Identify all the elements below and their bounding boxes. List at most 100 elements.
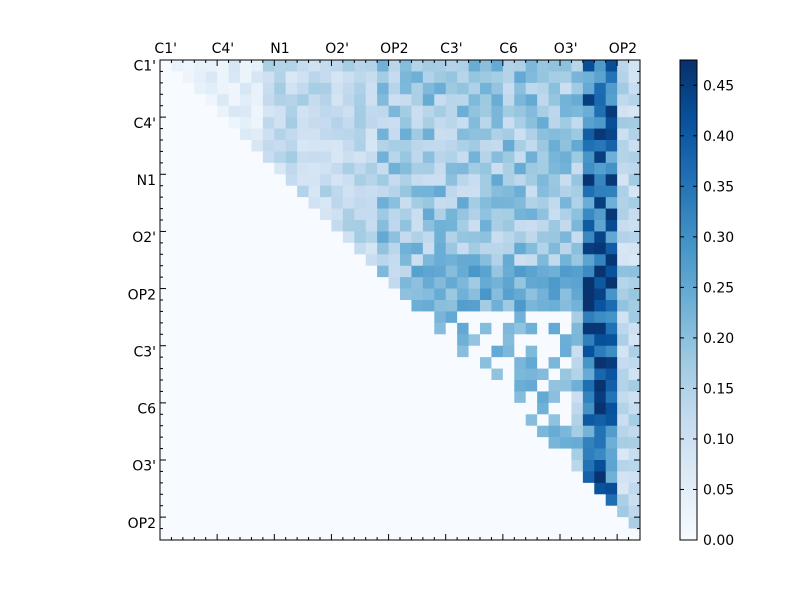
heatmap-cell	[182, 505, 195, 518]
heatmap-cell	[400, 380, 412, 392]
heatmap-cell	[548, 242, 561, 255]
heatmap-cell	[457, 300, 469, 312]
heatmap-cell	[285, 71, 298, 84]
heatmap-cell	[274, 277, 287, 289]
heatmap-cell	[480, 105, 492, 118]
heatmap-cell	[411, 197, 424, 209]
heatmap-cell	[228, 242, 241, 255]
heatmap-cell	[582, 117, 595, 129]
heatmap-cell	[480, 220, 492, 232]
heatmap-cell	[548, 265, 561, 278]
heatmap-cell	[594, 391, 607, 404]
heatmap-cell	[422, 60, 435, 72]
heatmap-cell	[342, 334, 355, 347]
heatmap-cell	[422, 334, 435, 347]
heatmap-cell	[182, 162, 195, 175]
heatmap-cell	[205, 277, 218, 289]
heatmap-cell	[560, 94, 572, 107]
heatmap-cell	[160, 482, 172, 495]
heatmap-cell	[422, 517, 435, 529]
heatmap-cell	[285, 380, 298, 392]
heatmap-cell	[422, 322, 435, 335]
heatmap-cell	[240, 517, 252, 529]
heatmap-cell	[320, 448, 332, 461]
heatmap-cell	[377, 220, 389, 232]
heatmap-cell	[594, 105, 607, 118]
heatmap-cell	[251, 94, 264, 107]
colorbar: 0.000.050.100.150.200.250.300.350.400.45	[679, 59, 734, 549]
heatmap-cell	[514, 185, 527, 198]
heatmap-cell	[525, 357, 538, 369]
heatmap-cell	[411, 425, 424, 438]
heatmap-cell	[285, 117, 298, 129]
heatmap-cell	[228, 117, 241, 129]
heatmap-cell	[262, 414, 275, 427]
heatmap-cell	[308, 357, 321, 369]
heatmap-cell	[468, 105, 481, 118]
heatmap-cell	[571, 94, 584, 107]
heatmap-cell	[605, 197, 618, 209]
heatmap-cell	[365, 277, 378, 289]
heatmap-cell	[571, 425, 584, 438]
heatmap-cell	[491, 288, 504, 301]
heatmap-cell	[217, 471, 229, 484]
heatmap-cell	[411, 82, 424, 95]
heatmap-cell	[365, 517, 378, 529]
heatmap-cell	[548, 105, 561, 118]
heatmap-cell	[525, 151, 538, 164]
heatmap-cell	[217, 60, 229, 72]
heatmap-cell	[628, 528, 641, 541]
heatmap-cell	[308, 322, 321, 335]
heatmap-cell	[617, 322, 629, 335]
heatmap-cell	[160, 528, 172, 541]
heatmap-cell	[400, 288, 412, 301]
heatmap-cell	[628, 471, 641, 484]
y-tick-label: C1'	[133, 59, 156, 75]
heatmap-cell	[217, 505, 229, 518]
heatmap-cell	[377, 140, 389, 152]
heatmap-cell	[434, 220, 447, 232]
heatmap-cell	[297, 437, 309, 449]
heatmap-cell	[400, 242, 412, 255]
heatmap-cell	[262, 345, 275, 358]
heatmap-cell	[331, 208, 344, 221]
heatmap-cell	[537, 322, 549, 335]
heatmap-cell	[422, 94, 435, 107]
heatmap-cell	[537, 380, 549, 392]
heatmap-cell	[468, 94, 481, 107]
heatmap-cell	[262, 254, 275, 267]
heatmap-cell	[457, 174, 469, 187]
heatmap-cell	[240, 140, 252, 152]
heatmap-cell	[582, 60, 595, 72]
heatmap-cell	[628, 254, 641, 267]
heatmap-cell	[548, 345, 561, 358]
heatmap-cell	[605, 208, 618, 221]
heatmap-cell	[194, 311, 207, 324]
heatmap-cell	[365, 220, 378, 232]
heatmap-cell	[411, 402, 424, 415]
heatmap-cell	[457, 528, 469, 541]
heatmap-cell	[560, 482, 572, 495]
heatmap-cell	[297, 128, 309, 141]
heatmap-cell	[228, 505, 241, 518]
heatmap-cell	[480, 528, 492, 541]
heatmap-cell	[251, 60, 264, 72]
heatmap-cell	[445, 482, 458, 495]
heatmap-cell	[605, 471, 618, 484]
heatmap-cell	[194, 185, 207, 198]
heatmap-cell	[262, 460, 275, 472]
heatmap-cell	[240, 277, 252, 289]
heatmap-cell	[354, 105, 367, 118]
heatmap-cell	[605, 380, 618, 392]
heatmap-cell	[320, 265, 332, 278]
heatmap-cell	[194, 277, 207, 289]
heatmap-cell	[445, 197, 458, 209]
heatmap-cell	[617, 254, 629, 267]
heatmap-cell	[320, 185, 332, 198]
heatmap-cell	[365, 105, 378, 118]
heatmap-cell	[434, 94, 447, 107]
heatmap-cell	[342, 322, 355, 335]
heatmap-cell	[411, 414, 424, 427]
heatmap-cell	[171, 322, 184, 335]
heatmap-cell	[605, 345, 618, 358]
